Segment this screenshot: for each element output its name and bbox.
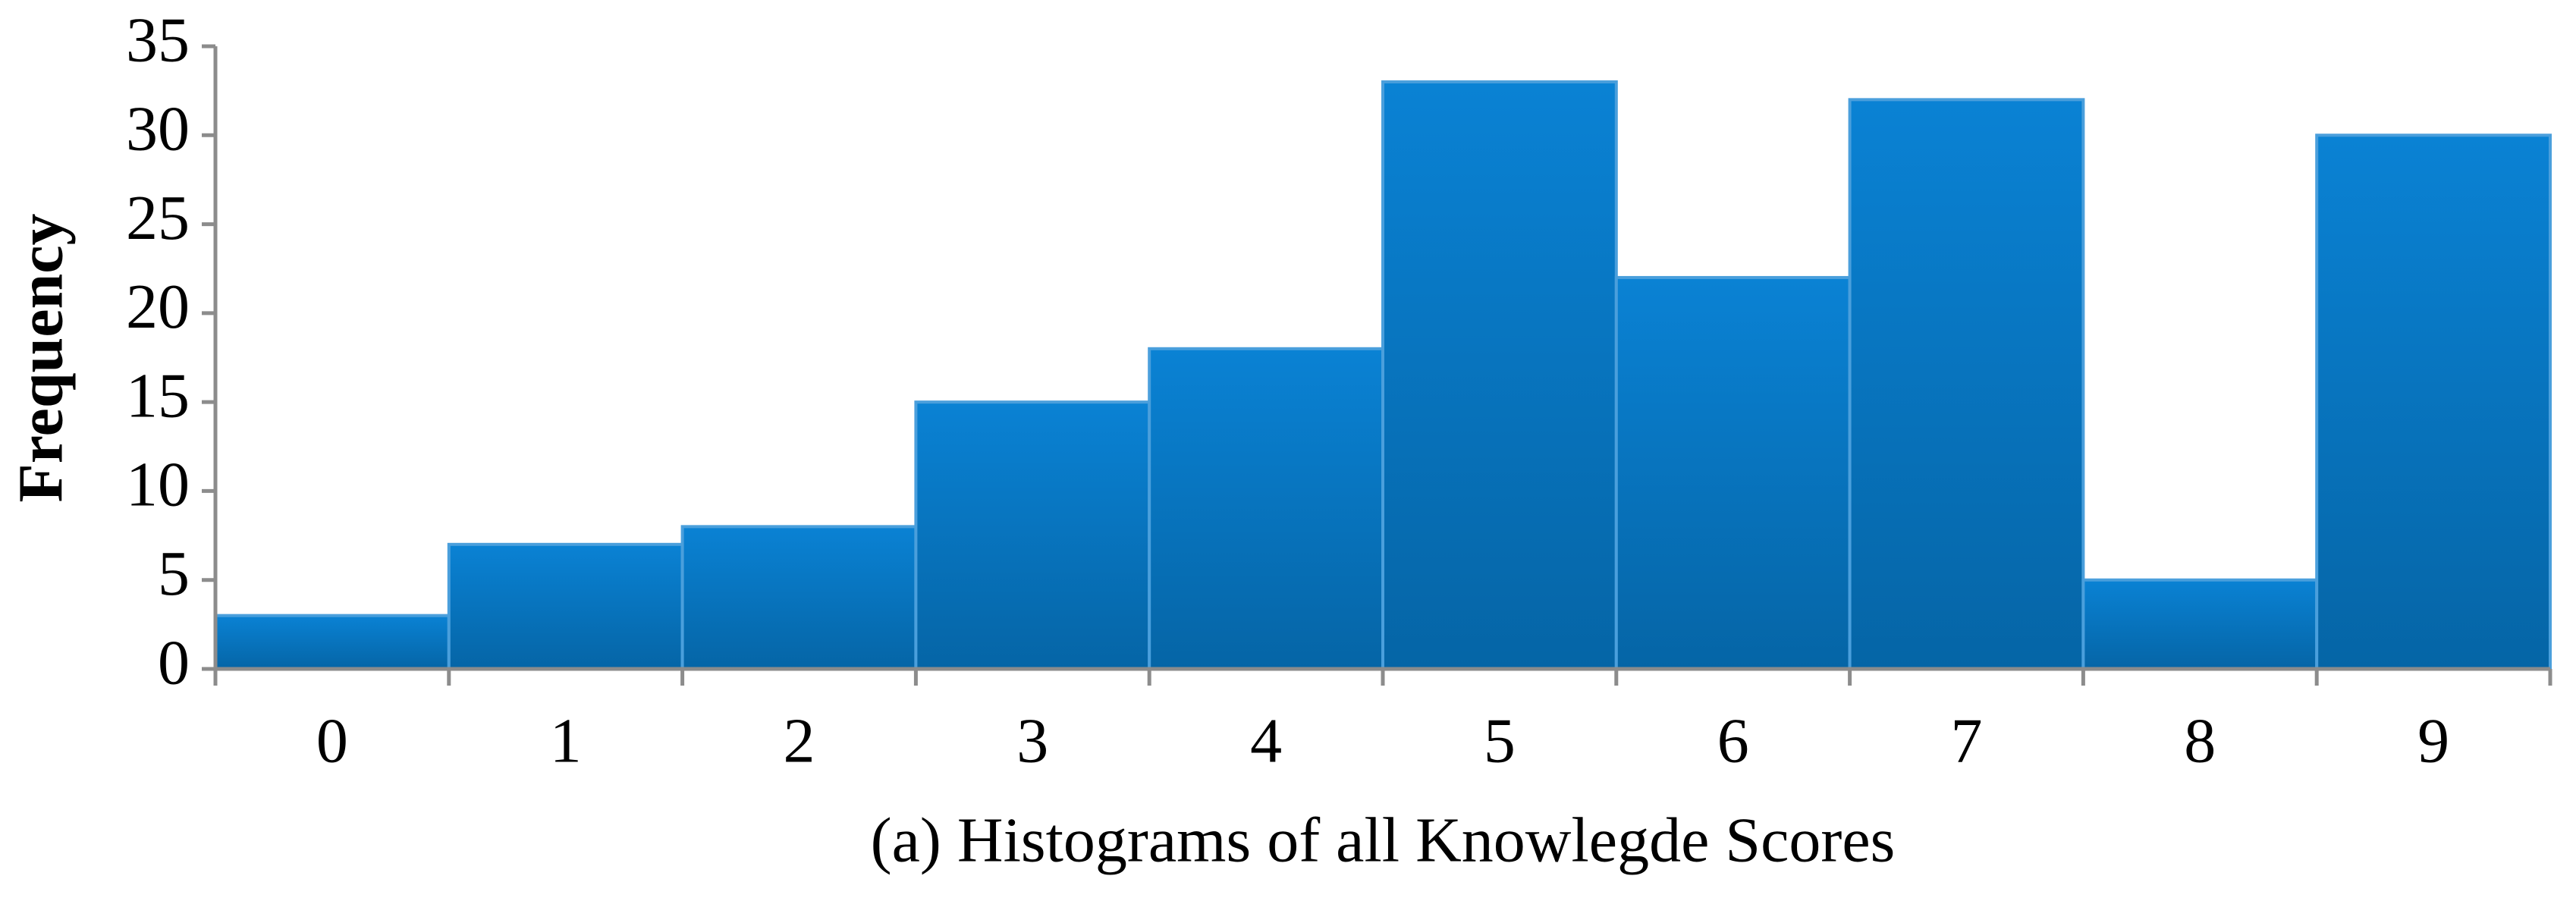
y-tick-label: 35 xyxy=(126,5,190,75)
x-tick-label: 2 xyxy=(784,705,815,776)
x-tick-label: 8 xyxy=(2184,705,2216,776)
bar xyxy=(680,525,918,670)
x-tick-label: 3 xyxy=(1016,705,1048,776)
bar xyxy=(2081,578,2319,671)
bar xyxy=(2315,133,2552,671)
x-tick-label: 9 xyxy=(2417,705,2449,776)
y-tick-label: 0 xyxy=(158,627,190,698)
x-tick-label: 1 xyxy=(550,705,582,776)
bar xyxy=(1148,347,1384,670)
x-tick-label: 6 xyxy=(1717,705,1749,776)
x-tick-label: 7 xyxy=(1951,705,1983,776)
x-tick-label: 5 xyxy=(1484,705,1516,776)
bar xyxy=(1381,80,1618,670)
y-axis-title: Frequency xyxy=(5,213,76,502)
y-tick-label: 30 xyxy=(126,94,190,165)
bar xyxy=(914,400,1151,671)
x-axis-title: (a) Histograms of all Knowlegde Scores xyxy=(871,805,1896,875)
y-tick-label: 10 xyxy=(126,450,190,520)
bar xyxy=(1614,275,1852,670)
y-tick-label: 25 xyxy=(126,183,190,253)
bar xyxy=(447,542,684,670)
x-tick-label: 4 xyxy=(1250,705,1282,776)
y-tick-label: 5 xyxy=(158,538,190,609)
y-tick-label: 20 xyxy=(126,272,190,342)
bar xyxy=(1848,98,2085,671)
bar xyxy=(214,614,451,671)
y-tick-label: 15 xyxy=(126,360,190,431)
x-tick-label: 0 xyxy=(316,705,348,776)
